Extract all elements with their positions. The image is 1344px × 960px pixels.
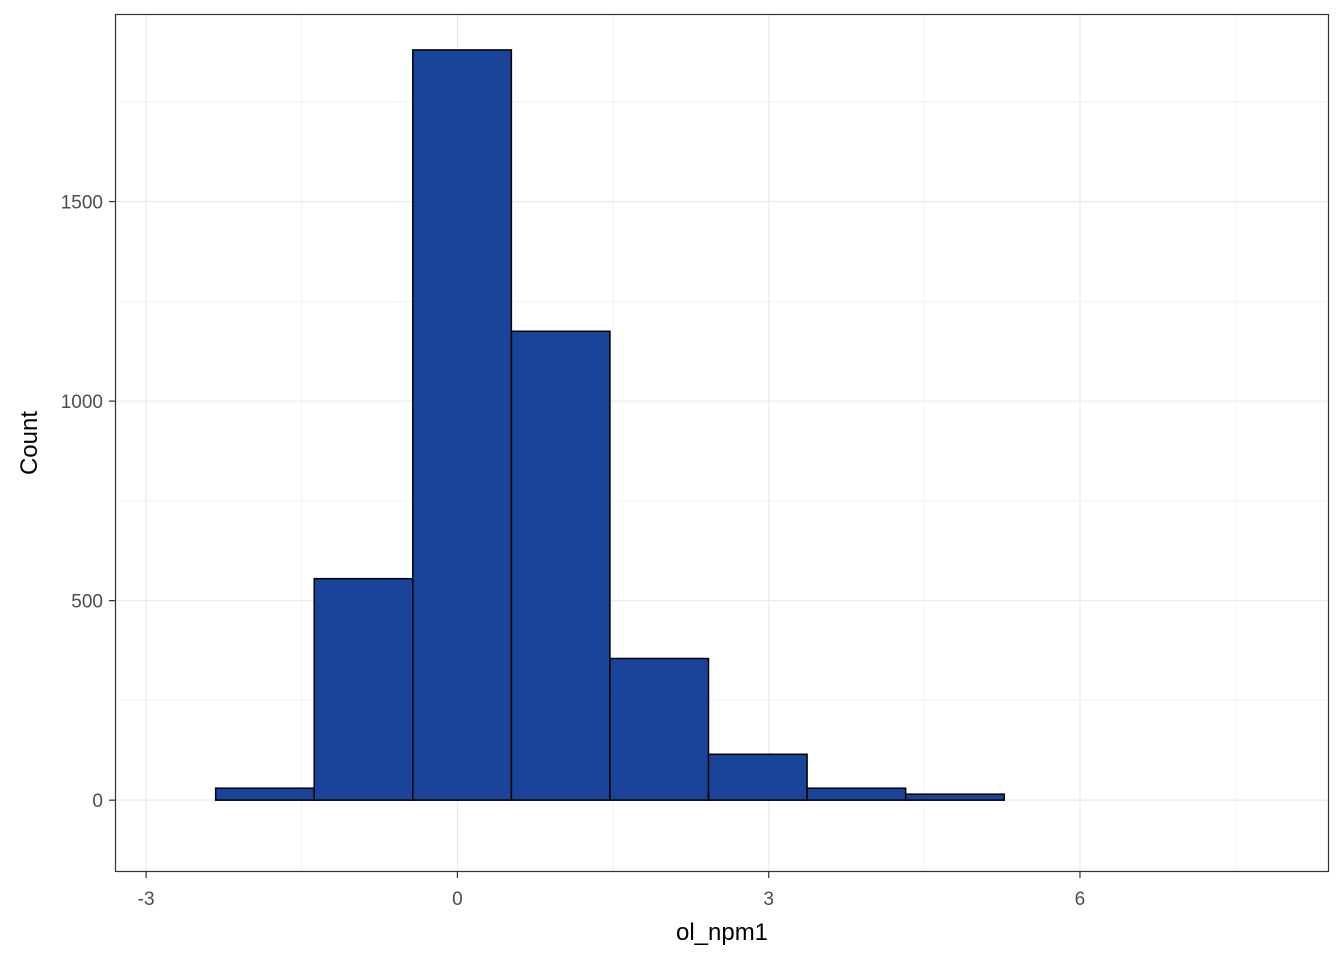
x-tick-label: 6 (1075, 889, 1086, 910)
y-tick-label: 1500 (61, 193, 103, 214)
histogram-bar-2 (313, 577, 414, 801)
histogram-bar-6 (707, 753, 808, 801)
plot-panel-border (114, 13, 1330, 873)
minor-gridlines (115, 14, 1329, 872)
histogram-bar-8 (904, 793, 1005, 801)
y-tick-label: 0 (92, 791, 103, 812)
y-axis-title: Count (16, 411, 43, 475)
histogram-bar-3 (412, 49, 513, 801)
plot-panel (115, 14, 1329, 872)
x-axis: -3 0 3 6 (138, 872, 1086, 910)
x-tick-label: 3 (763, 889, 774, 910)
x-tick-label: -3 (138, 889, 155, 910)
histogram-bar-7 (806, 787, 907, 801)
x-axis-title: ol_npm1 (676, 919, 768, 946)
y-tick-label: 500 (71, 592, 103, 613)
histogram-bar-1 (214, 787, 315, 801)
y-tick-label: 1000 (61, 392, 103, 413)
y-axis: 0 500 1000 1500 (61, 193, 115, 812)
x-tick-label: 0 (452, 889, 463, 910)
histogram-bars (214, 49, 1005, 801)
histogram-bar-5 (609, 657, 710, 801)
histogram-bar-4 (510, 330, 611, 801)
